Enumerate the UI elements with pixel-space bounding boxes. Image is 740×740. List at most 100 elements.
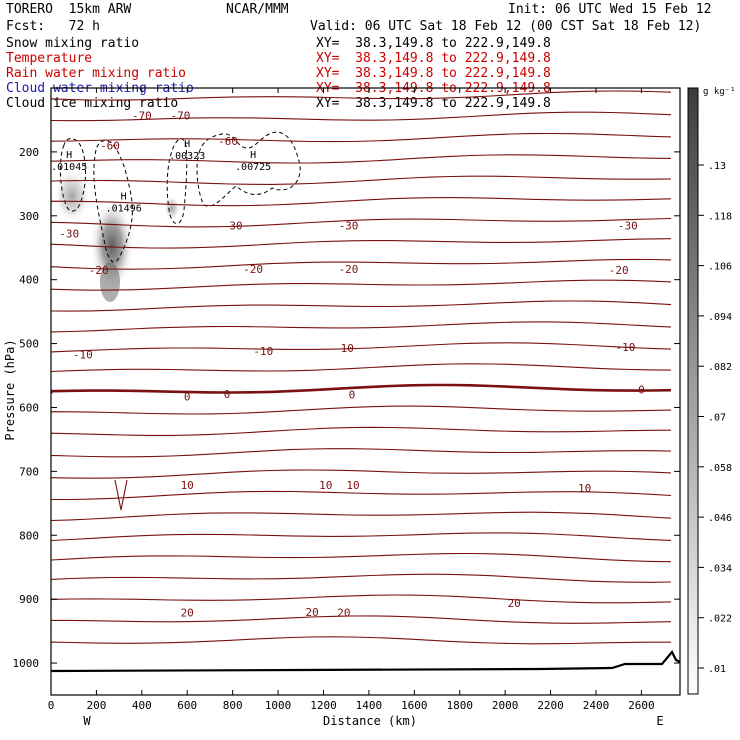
temperature-label: 10 xyxy=(319,479,332,492)
x-tick-label: 1800 xyxy=(446,699,473,712)
isotherm-line xyxy=(51,90,672,101)
isotherm-line xyxy=(114,479,128,511)
y-tick-label: 500 xyxy=(19,338,39,351)
terrain-surface xyxy=(50,650,681,673)
isotherm-line xyxy=(51,279,672,291)
forecast-hour: Fcst: 72 h xyxy=(6,19,100,34)
x-tick-label: 2200 xyxy=(537,699,564,712)
y-tick-label: 600 xyxy=(19,401,39,414)
field-name: Rain water mixing ratio xyxy=(6,66,187,81)
x-tick-label: 2400 xyxy=(583,699,610,712)
x-axis-title: Distance (km) xyxy=(323,714,417,728)
colorbar-tick-label: .106 xyxy=(708,262,732,273)
temperature-label: 0 xyxy=(638,384,645,397)
field-xy: XY= 38.3,149.8 to 222.9,149.8 xyxy=(316,51,551,66)
colorbar-unit: g kg⁻¹ xyxy=(703,87,736,97)
cloud-ice-contour xyxy=(59,137,86,212)
valid-time: Valid: 06 UTC Sat 18 Feb 12 (00 CST Sat … xyxy=(310,19,702,34)
x-tick-label: 400 xyxy=(132,699,152,712)
isotherm-line xyxy=(51,490,672,501)
isotherm-line xyxy=(51,132,672,143)
isotherm-line xyxy=(51,511,672,522)
y-tick-label: 1000 xyxy=(13,657,40,670)
x-tick-label: 1000 xyxy=(265,699,292,712)
temperature-label: -30 xyxy=(339,219,359,232)
isotherm-line xyxy=(51,573,672,583)
snow-region xyxy=(54,170,90,222)
isotherm-line xyxy=(51,552,672,563)
temperature-label: -30 xyxy=(223,219,243,232)
maximum-value-label: .01045 xyxy=(51,162,87,173)
center-name: NCAR/MMM xyxy=(226,2,289,17)
y-tick-label: 400 xyxy=(19,274,39,287)
isotherm-line xyxy=(51,321,672,333)
temperature-label: -70 xyxy=(170,110,190,123)
colorbar-tick-label: .01 xyxy=(708,664,726,675)
colorbar-tick-label: .094 xyxy=(708,312,732,323)
temperature-label: -60 xyxy=(218,135,238,148)
colorbar-fill xyxy=(687,87,699,695)
y-tick-label: 900 xyxy=(19,593,39,606)
isotherm-line xyxy=(51,448,672,458)
isotherm-line xyxy=(51,636,671,646)
colorbar-tick-label: .07 xyxy=(708,413,726,424)
isotherm-line xyxy=(51,111,672,122)
isotherm-line xyxy=(51,426,672,436)
model-name: TORERO 15km ARW xyxy=(6,2,132,17)
temperature-label: 0 xyxy=(184,391,191,404)
colorbar-tick-label: .058 xyxy=(708,463,732,474)
isotherm-line xyxy=(51,300,672,312)
maximum-marker: H xyxy=(121,191,127,202)
y-tick-label: 300 xyxy=(19,210,39,223)
temperature-label: -20 xyxy=(89,264,109,277)
field-xy: XY= 38.3,149.8 to 222.9,149.8 xyxy=(316,66,551,81)
temperature-label: 20 xyxy=(508,597,521,610)
plot-frame xyxy=(50,87,681,696)
isotherm-line xyxy=(51,363,672,373)
maximum-marker: H xyxy=(66,150,72,161)
temperature-label: 20 xyxy=(337,607,350,620)
temperature-label: 10 xyxy=(181,479,194,492)
temperature-label: -60 xyxy=(100,140,120,153)
isotherm-line xyxy=(51,258,672,270)
temperature-label: -10 xyxy=(253,345,273,358)
temperature-label: -30 xyxy=(59,228,79,241)
colorbar-tick-label: .046 xyxy=(708,513,732,524)
field-name: Temperature xyxy=(6,51,93,66)
isotherm-line xyxy=(51,217,672,228)
isotherm-line xyxy=(51,469,672,479)
isotherm-line xyxy=(51,615,672,625)
maximum-marker: H xyxy=(184,139,190,150)
colorbar: g kg⁻¹ .01 .022 .034 .046 .058 .07 .082 .094 .10… xyxy=(687,87,736,695)
x-tick-label: 1600 xyxy=(401,699,428,712)
colorbar-tick-label: .13 xyxy=(708,161,726,172)
temperature-label: 10 xyxy=(346,479,359,492)
temperature-label: -10 xyxy=(616,341,636,354)
isotherm-line xyxy=(51,532,672,542)
temperature-label: 20 xyxy=(181,607,194,620)
isotherm-line xyxy=(51,383,672,394)
isotherm-line xyxy=(51,405,672,415)
temperature-label: -70 xyxy=(132,110,152,123)
x-tick-label: 1400 xyxy=(356,699,383,712)
temperature-label: 10 xyxy=(578,482,591,495)
colorbar-tick-label: .034 xyxy=(708,563,732,574)
x-tick-label: 600 xyxy=(177,699,197,712)
field-name: Snow mixing ratio xyxy=(6,36,140,51)
x-tick-label: 800 xyxy=(223,699,243,712)
cloud-ice-contour xyxy=(93,139,133,263)
temperature-label: -20 xyxy=(339,263,359,276)
west-label: W xyxy=(83,714,91,728)
y-axis-title: Pressure (hPa) xyxy=(3,339,17,440)
isotherm-line xyxy=(51,197,672,207)
temperature-label: 0 xyxy=(224,388,231,401)
temperature-label: -20 xyxy=(609,264,629,277)
x-tick-label: 0 xyxy=(48,699,55,712)
y-tick-label: 700 xyxy=(19,465,39,478)
x-tick-label: 2600 xyxy=(628,699,655,712)
temperature-label: 0 xyxy=(349,389,356,402)
x-tick-label: 1200 xyxy=(310,699,337,712)
field-xy: XY= 38.3,149.8 to 222.9,149.8 xyxy=(316,36,551,51)
temperature-label: -10 xyxy=(334,342,354,355)
